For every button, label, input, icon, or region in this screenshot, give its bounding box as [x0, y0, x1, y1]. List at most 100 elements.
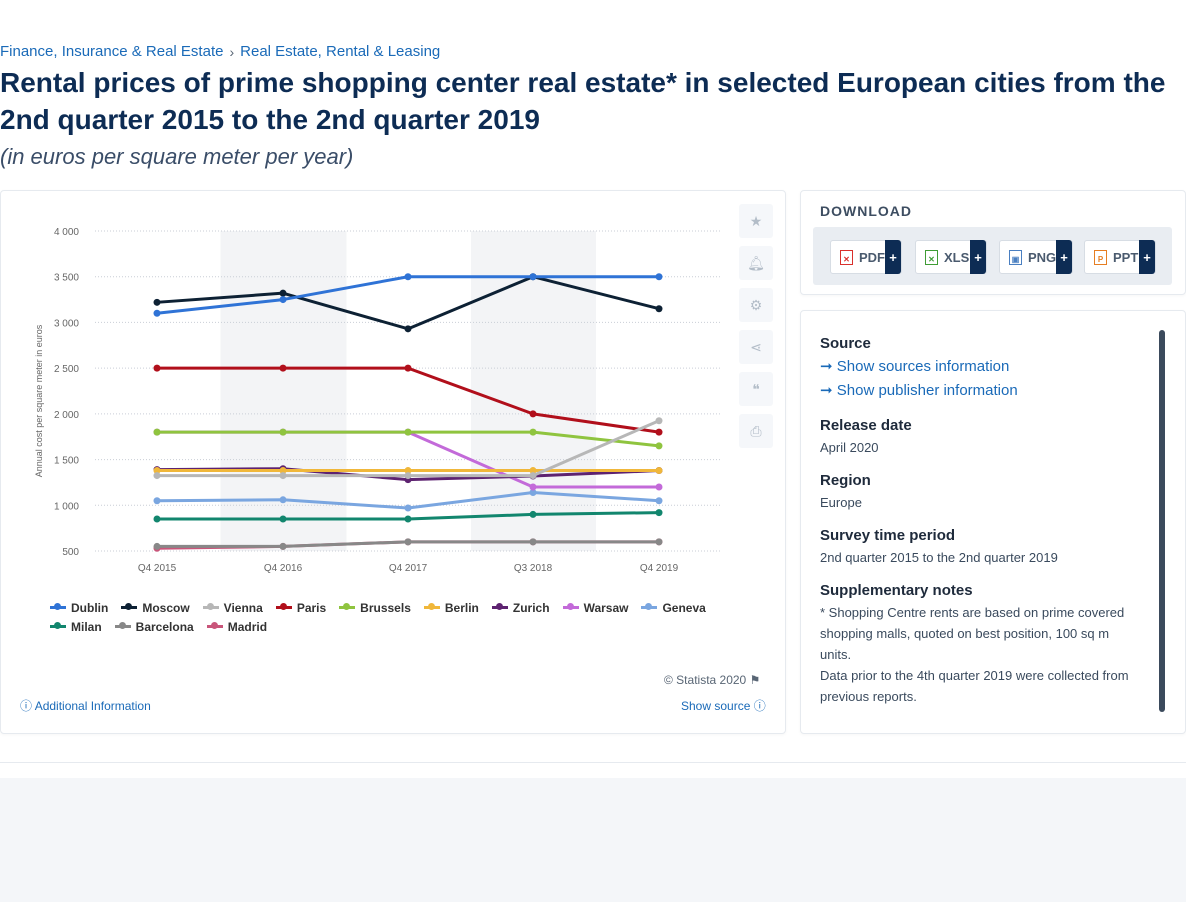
legend-item-brussels[interactable]: Brussels [339, 598, 411, 617]
legend-item-zurich[interactable]: Zurich [491, 598, 550, 617]
legend-swatch [423, 603, 440, 610]
arrow-right-icon: ➞ [820, 382, 837, 399]
copyright-text: © Statista 2020 [664, 673, 747, 687]
x-tick-label: Q4 2016 [264, 563, 303, 574]
additional-info-link[interactable]: ⓘ Additional Information [20, 697, 151, 714]
bell-icon[interactable]: 🔔︎ [739, 246, 773, 280]
legend-item-berlin[interactable]: Berlin [423, 598, 479, 617]
data-point-warsaw [655, 483, 663, 491]
data-point-vienna [655, 417, 663, 425]
gear-icon[interactable]: ⚙ [739, 288, 773, 322]
download-xls-label: XLS [944, 249, 970, 265]
download-pdf-label: PDF [859, 249, 885, 265]
legend-label: Madrid [227, 619, 268, 634]
release-section: Release date April 2020 [820, 415, 912, 458]
data-point-geneva [404, 504, 412, 512]
legend-item-moscow[interactable]: Moscow [121, 598, 190, 617]
legend-swatch [275, 603, 292, 610]
download-png-button[interactable]: ▣ PNG + [999, 240, 1073, 274]
legend-item-paris[interactable]: Paris [275, 598, 326, 617]
x-tick-label: Q3 2018 [514, 563, 553, 574]
data-point-milan [404, 515, 412, 523]
data-point-paris [279, 364, 287, 372]
data-point-brussels [655, 442, 663, 450]
show-sources-link[interactable]: ➞ Show sources information [820, 355, 1018, 379]
xls-icon: ✕ [925, 249, 938, 265]
legend-swatch [339, 603, 356, 610]
plus-icon: + [1056, 240, 1072, 274]
legend-item-milan[interactable]: Milan [50, 617, 102, 636]
survey-title: Survey time period [820, 527, 956, 544]
copyright: © Statista 2020 ⚑ [664, 673, 760, 687]
legend-swatch [50, 603, 66, 610]
data-point-berlin [153, 467, 161, 475]
page-subtitle: (in euros per square meter per year) [0, 144, 354, 169]
data-point-berlin [279, 467, 287, 475]
legend-item-dublin[interactable]: Dublin [50, 598, 108, 617]
legend-swatch [641, 603, 658, 610]
legend-label: Warsaw [583, 600, 629, 615]
legend-swatch [491, 603, 508, 610]
info-card [800, 310, 1186, 734]
info-scrollbar[interactable] [1159, 330, 1165, 712]
legend-item-vienna[interactable]: Vienna [202, 598, 263, 617]
download-ppt-button[interactable]: P PPT + [1084, 240, 1156, 274]
data-point-vienna [529, 472, 537, 480]
data-point-vienna [404, 472, 412, 480]
data-point-barcelona [529, 538, 537, 546]
download-xls-button[interactable]: ✕ XLS + [915, 240, 987, 274]
data-point-dublin [529, 273, 537, 281]
show-source-link[interactable]: Show source ⓘ [681, 697, 766, 714]
data-point-dublin [655, 273, 663, 281]
data-point-warsaw [529, 483, 537, 491]
legend-label: Berlin [444, 600, 479, 615]
download-png-label: PNG [1027, 249, 1057, 265]
region-title: Region [820, 472, 871, 489]
additional-info-label: Additional Information [34, 699, 151, 713]
data-point-paris [529, 410, 537, 418]
data-point-barcelona [404, 538, 412, 546]
breadcrumb-link-finance[interactable]: Finance, Insurance & Real Estate [0, 43, 224, 60]
line-chart: 500 1 000 1 500 2 000 2 500 3 000 3 500 4 000 An… [34, 227, 721, 574]
legend-item-warsaw[interactable]: Warsaw [562, 598, 629, 617]
breadcrumb-link-real-estate[interactable]: Real Estate, Rental & Leasing [240, 43, 441, 60]
survey-section: Survey time period 2nd quarter 2015 to t… [820, 525, 1058, 568]
star-icon[interactable]: ★ [739, 204, 773, 238]
legend-swatch [50, 622, 66, 629]
plus-icon: + [970, 240, 986, 274]
png-icon: ▣ [1009, 249, 1022, 265]
info-icon: ⓘ [20, 699, 35, 713]
data-point-geneva [279, 496, 287, 504]
legend-label: Moscow [142, 600, 190, 615]
data-point-moscow [279, 289, 287, 297]
show-sources-label: Show sources information [836, 358, 1010, 375]
y-tick-label: 500 [62, 547, 79, 558]
share-icon[interactable]: ⋖ [739, 330, 773, 364]
data-point-geneva [529, 488, 537, 496]
download-title: DOWNLOAD [820, 203, 912, 219]
data-point-milan [153, 515, 161, 523]
source-title: Source [820, 335, 871, 352]
data-point-paris [404, 364, 412, 372]
legend-swatch [202, 603, 219, 610]
plus-icon: + [1139, 240, 1155, 274]
data-point-brussels [529, 428, 537, 436]
legend-swatch [206, 622, 223, 629]
data-point-berlin [404, 467, 412, 475]
download-ppt-label: PPT [1113, 249, 1139, 265]
data-point-barcelona [153, 542, 161, 550]
y-tick-label: 2 500 [54, 364, 79, 375]
print-icon[interactable]: ⎙ [739, 414, 773, 448]
data-point-brussels [279, 428, 287, 436]
release-title: Release date [820, 417, 912, 434]
legend-item-barcelona[interactable]: Barcelona [114, 617, 194, 636]
data-point-milan [655, 509, 663, 517]
chart-legend: Dublin Moscow Vienna Paris Brussels Berlin Zur… [50, 598, 730, 636]
plus-icon: + [885, 240, 901, 274]
legend-item-madrid[interactable]: Madrid [206, 617, 268, 636]
show-publisher-link[interactable]: ➞ Show publisher information [820, 379, 1018, 403]
legend-swatch [121, 603, 138, 610]
legend-item-geneva[interactable]: Geneva [641, 598, 706, 617]
quote-icon[interactable]: ❝ [739, 372, 773, 406]
download-pdf-button[interactable]: ✕ PDF + [830, 240, 902, 274]
